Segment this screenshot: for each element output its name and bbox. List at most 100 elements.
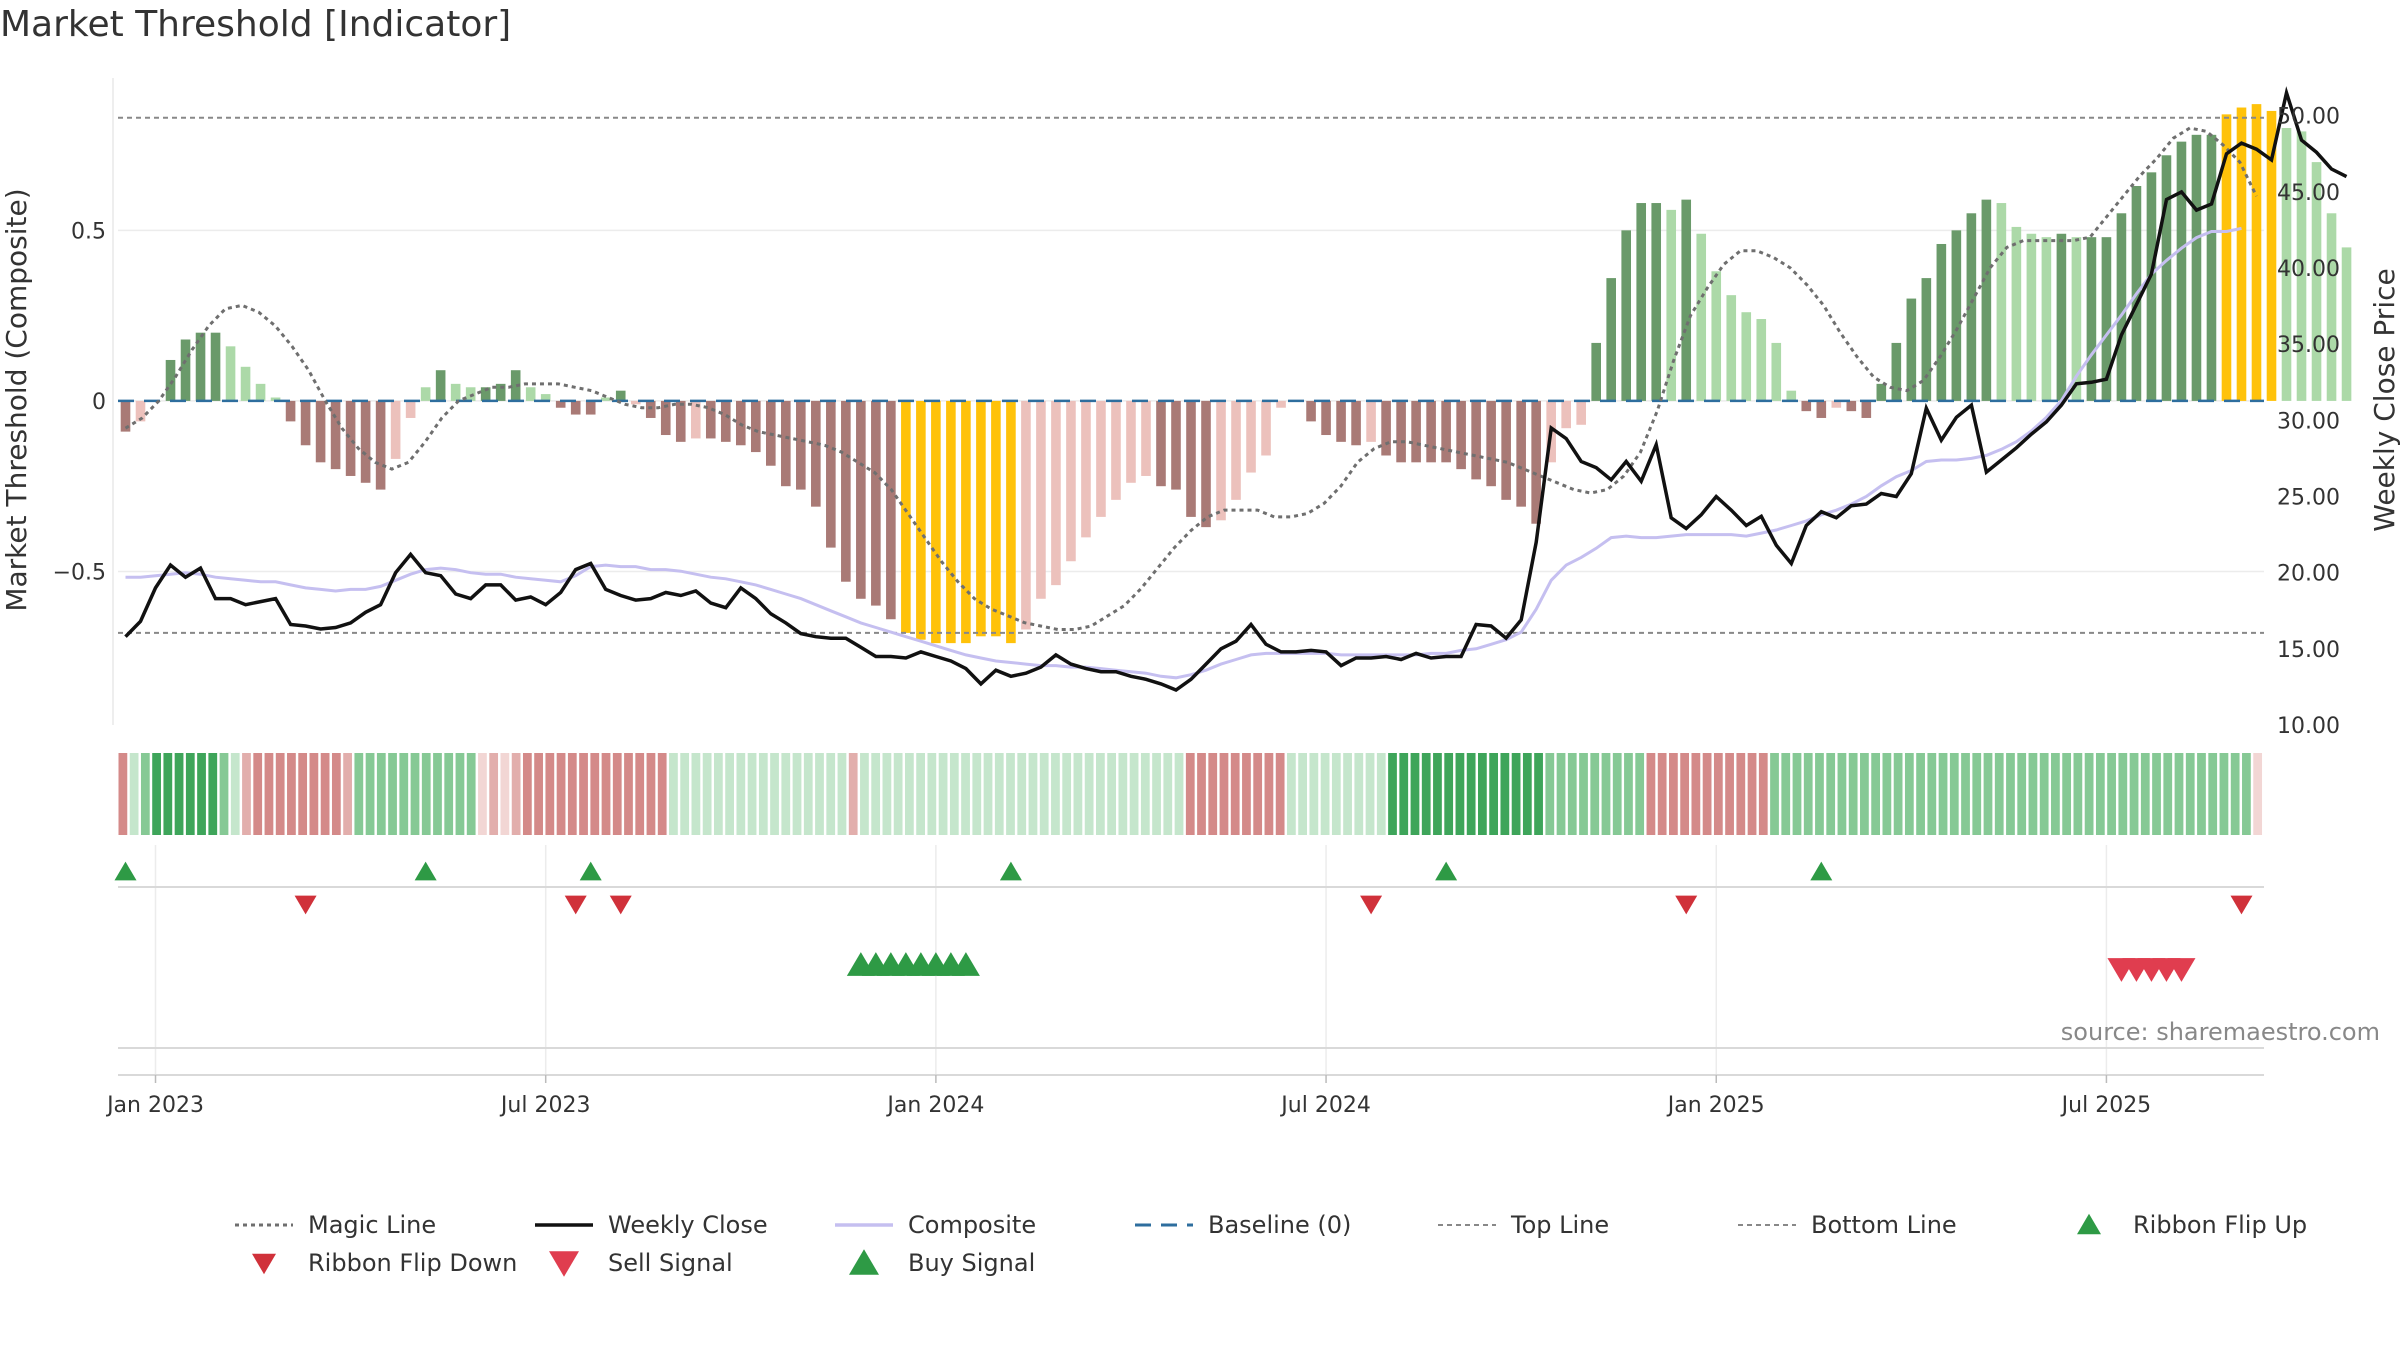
ribbon-cell bbox=[2017, 753, 2027, 835]
ribbon-cell bbox=[826, 753, 836, 835]
ribbon-cell bbox=[1264, 753, 1274, 835]
ribbon-cell bbox=[1916, 753, 1925, 835]
legend-item: Magic Line bbox=[235, 1211, 436, 1239]
ribbon-cell bbox=[624, 753, 633, 835]
histogram-bar bbox=[1156, 400, 1166, 487]
histogram-bar bbox=[1111, 400, 1121, 500]
histogram-bar bbox=[525, 387, 536, 401]
weekly-close-line bbox=[124, 86, 2348, 692]
ribbon-cell bbox=[590, 753, 600, 835]
ribbon-cell bbox=[781, 753, 791, 835]
legend-label: Weekly Close bbox=[608, 1211, 768, 1239]
legend-label: Composite bbox=[908, 1211, 1036, 1239]
x-tick-label: Jan 2023 bbox=[105, 1093, 204, 1118]
histogram-bar bbox=[1681, 199, 1692, 401]
ribbon-cell bbox=[331, 753, 341, 835]
ribbon-cell bbox=[522, 753, 532, 835]
histogram-bar bbox=[675, 400, 686, 442]
histogram-bar bbox=[1231, 400, 1241, 500]
ribbon-cell bbox=[1489, 753, 1499, 835]
ribbon-cell bbox=[1556, 753, 1566, 835]
histogram-bar bbox=[180, 339, 191, 401]
ribbon-cell bbox=[2062, 753, 2072, 835]
ribbon-cell bbox=[1691, 753, 1701, 835]
legend-key-sell bbox=[549, 1251, 579, 1277]
ribbon-cell bbox=[803, 753, 813, 835]
ribbon-cell bbox=[2129, 753, 2139, 835]
ribbon-cell bbox=[983, 753, 993, 835]
histogram-bar bbox=[495, 383, 506, 401]
histogram-bar bbox=[405, 400, 416, 418]
ribbon-cell bbox=[1039, 753, 1049, 835]
ribbon-cell bbox=[1388, 753, 1397, 835]
histogram-bar bbox=[1396, 400, 1406, 463]
ribbon-cell bbox=[2208, 753, 2218, 835]
legend: Magic Line Weekly Close Composite Baseline … bbox=[235, 1211, 2307, 1277]
ribbon-cell bbox=[1185, 753, 1195, 835]
histogram-bar bbox=[465, 387, 476, 401]
ribbon-cell bbox=[792, 753, 802, 835]
ribbon-flip-up-marker bbox=[1810, 861, 1833, 881]
ribbon-cell bbox=[680, 753, 690, 835]
histogram-bar bbox=[781, 400, 791, 487]
ribbon-cell bbox=[1084, 753, 1094, 835]
y-right-axis-title: Weekly Close Price bbox=[2368, 268, 2400, 531]
legend-key-flip-down bbox=[252, 1253, 276, 1275]
histogram-bar bbox=[2176, 141, 2187, 401]
histogram-bar bbox=[270, 397, 281, 401]
ribbon-cell bbox=[444, 753, 454, 835]
ribbon-cell bbox=[1624, 753, 1633, 835]
ribbon-cell bbox=[1972, 753, 1982, 835]
histogram-bar bbox=[931, 400, 941, 644]
ribbon-cell bbox=[702, 753, 712, 835]
ribbon-cell bbox=[1781, 753, 1791, 835]
x-tick-label: Jul 2024 bbox=[1279, 1093, 1371, 1118]
histogram-bar bbox=[1336, 400, 1346, 442]
ribbon-cell bbox=[646, 753, 656, 835]
histogram-bar bbox=[1906, 298, 1917, 401]
ribbon-cell bbox=[1770, 753, 1779, 835]
ribbon-cell bbox=[2084, 753, 2094, 835]
ribbon-cell bbox=[478, 753, 487, 835]
histogram-bar bbox=[1036, 400, 1046, 599]
ribbon-flip-up-marker bbox=[114, 861, 137, 881]
histogram-bar bbox=[690, 400, 701, 439]
ribbon-cell bbox=[601, 753, 611, 835]
ribbon-cell bbox=[1095, 753, 1105, 835]
ribbon-cell bbox=[2163, 753, 2173, 835]
histogram-bar bbox=[2101, 237, 2112, 401]
ribbon-cell bbox=[1275, 753, 1285, 835]
histogram-bar bbox=[1651, 203, 1662, 401]
ribbon-cell bbox=[567, 753, 577, 835]
histogram-bar bbox=[1426, 400, 1436, 463]
ribbon-cell bbox=[410, 753, 420, 835]
ribbon-cell bbox=[1073, 753, 1083, 835]
histogram-bar bbox=[1456, 400, 1466, 470]
ribbon-cell bbox=[1904, 753, 1914, 835]
ribbon-cell bbox=[2118, 753, 2128, 835]
histogram-bar bbox=[1591, 342, 1601, 401]
histogram-bar bbox=[720, 400, 731, 442]
histogram-bar bbox=[195, 332, 206, 401]
histogram-bar bbox=[1771, 342, 1782, 401]
ribbon-cell bbox=[938, 753, 948, 835]
ribbon-cell bbox=[343, 753, 352, 835]
histogram-bar bbox=[2296, 131, 2307, 401]
ribbon-cell bbox=[1309, 753, 1319, 835]
histogram-bar bbox=[796, 400, 806, 490]
histogram-bar bbox=[1561, 400, 1571, 429]
histogram-bar bbox=[1186, 400, 1196, 517]
histogram-bar bbox=[390, 400, 401, 459]
ribbon-cell bbox=[376, 753, 386, 835]
ribbon-cell bbox=[152, 753, 161, 835]
ribbon bbox=[118, 753, 2263, 835]
chart-title: Market Threshold [Indicator] bbox=[0, 4, 512, 45]
ribbon-cell bbox=[1298, 753, 1308, 835]
histogram-bar bbox=[300, 400, 311, 446]
y-left-tick-label: 0.5 bbox=[71, 219, 106, 244]
ribbon-cell bbox=[421, 753, 431, 835]
ribbon-cell bbox=[1646, 753, 1656, 835]
histogram-bar bbox=[2191, 134, 2202, 401]
histogram bbox=[120, 104, 2352, 644]
histogram-bar bbox=[1666, 209, 1677, 401]
